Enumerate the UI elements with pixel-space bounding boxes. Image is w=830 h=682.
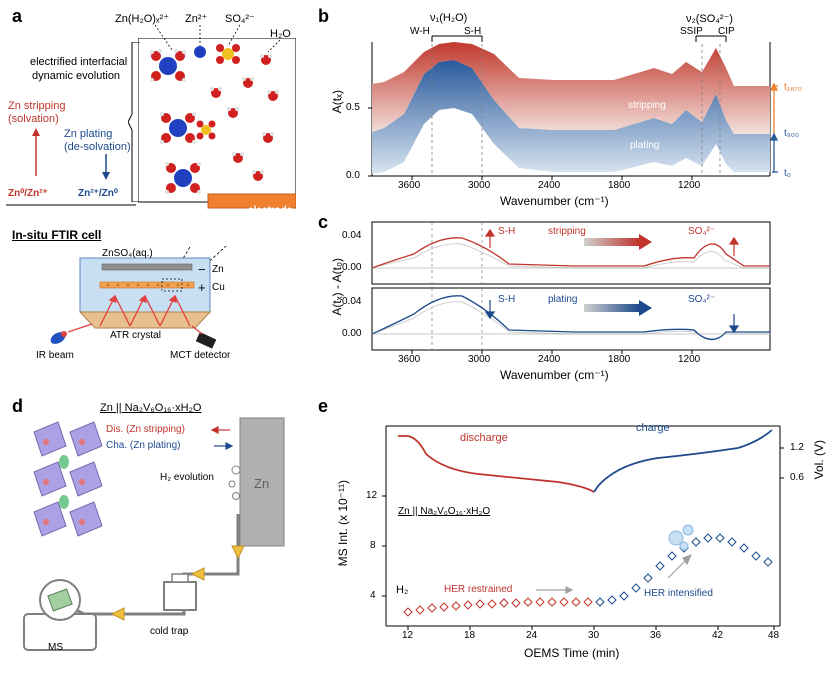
c-x1: 3000 — [468, 354, 490, 365]
c-stripping: stripping — [548, 226, 586, 237]
e-her-r: HER restrained — [444, 584, 512, 595]
panel-c-label: c — [318, 212, 328, 233]
label-minus: − — [198, 262, 206, 277]
panel-e-chart-svg — [358, 408, 808, 658]
e-y2: 12 — [366, 490, 377, 501]
panel-b-chart-svg — [354, 14, 790, 200]
c-sh-bot: S-H — [498, 294, 515, 305]
d-ms: MS — [48, 642, 63, 653]
e-y1: 8 — [370, 540, 376, 551]
e-y2t1: 1.2 — [790, 442, 804, 453]
label-wh: W-H — [410, 26, 430, 37]
label-atr: ATR crystal — [110, 330, 161, 341]
d-h2: H₂ evolution — [160, 472, 214, 483]
label-znso4: ZnSO₄(aq.) — [102, 248, 153, 259]
label-t1870: t₁₈₇₀ — [784, 82, 802, 93]
c-yb1: 0.04 — [342, 296, 361, 307]
e-x1: 18 — [464, 630, 475, 641]
b-x0: 3600 — [398, 180, 420, 191]
e-ylabel: MS Int. (x 10⁻¹¹) — [336, 480, 350, 566]
d-coldtrap: cold trap — [150, 626, 188, 637]
b-x4: 1200 — [678, 180, 700, 191]
stripping-arrow-svg — [26, 126, 46, 186]
c-yb0: 0.00 — [342, 328, 361, 339]
c-x0: 3600 — [398, 354, 420, 365]
panel-e-label: e — [318, 396, 328, 417]
label-stripping-b: stripping — [628, 100, 666, 111]
label-solvation: (solvation) — [8, 113, 59, 125]
molecular-cluster-svg — [138, 38, 296, 214]
label-b-ylabel: A(tₓ) — [330, 90, 344, 113]
label-c-xlabel: Wavenumber (cm⁻¹) — [500, 368, 609, 382]
label-plating-b: plating — [630, 140, 659, 151]
e-x4: 36 — [650, 630, 661, 641]
label-zn-cell: Zn — [212, 264, 224, 275]
e-discharge: discharge — [460, 432, 508, 444]
label-t0: t₀ — [784, 168, 791, 179]
e-y2label: Vol. (V) — [812, 440, 826, 479]
label-electrified2: dynamic evolution — [32, 70, 120, 82]
e-y0: 4 — [370, 590, 376, 601]
panel-a-label: a — [12, 6, 22, 27]
c-plating: plating — [548, 294, 577, 305]
plating-arrow-svg — [96, 152, 116, 184]
b-y1: 0.5 — [346, 102, 360, 113]
e-cell: Zn || Na₂V₆O₁₆·xH₂O — [398, 506, 490, 517]
b-x1: 3000 — [468, 180, 490, 191]
d-title: Zn || Na₂V₆O₁₆·xH₂O — [100, 402, 201, 414]
e-x5: 42 — [712, 630, 723, 641]
e-y2t0: 0.6 — [790, 472, 804, 483]
c-x3: 1800 — [608, 354, 630, 365]
label-nu1: ν₁(H₂O) — [430, 12, 467, 24]
label-t900: t₉₀₀ — [784, 128, 799, 139]
label-cip: CIP — [718, 26, 735, 37]
label-nu2: ν₂(SO₄²⁻) — [686, 12, 733, 25]
label-plus: + — [198, 280, 206, 295]
baseline-svg — [6, 200, 136, 210]
e-x0: 12 — [402, 630, 413, 641]
label-ssip: SSIP — [680, 26, 703, 37]
c-so4-top: SO₄²⁻ — [688, 226, 715, 237]
b-y0: 0.0 — [346, 170, 360, 181]
c-so4-bot: SO₄²⁻ — [688, 294, 715, 305]
b-x3: 1800 — [608, 180, 630, 191]
label-mct: MCT detector — [170, 350, 230, 361]
panel-b-label: b — [318, 6, 329, 27]
label-b-xlabel: Wavenumber (cm⁻¹) — [500, 194, 609, 208]
label-zn-stripping: Zn stripping — [8, 100, 65, 112]
label-electrified1: electrified interfacial — [30, 56, 127, 68]
label-zn0zn2-down: Zn²⁺/Zn⁰ — [78, 188, 118, 199]
c-yt0: 0.00 — [342, 262, 361, 273]
e-x6: 48 — [768, 630, 779, 641]
label-sh: S-H — [464, 26, 481, 37]
e-x2: 24 — [526, 630, 537, 641]
b-x2: 2400 — [538, 180, 560, 191]
d-zn: Zn — [254, 476, 269, 491]
c-yt1: 0.04 — [342, 230, 361, 241]
e-h2: H₂ — [396, 584, 408, 596]
c-x4: 1200 — [678, 354, 700, 365]
label-zn0zn2-up: Zn⁰/Zn²⁺ — [8, 188, 48, 199]
label-ftir-title: In-situ FTIR cell — [12, 228, 101, 242]
c-sh-top: S-H — [498, 226, 515, 237]
e-charge: charge — [636, 422, 670, 434]
e-x3: 30 — [588, 630, 599, 641]
label-electrode: electrode — [248, 205, 292, 216]
e-her-i: HER intensified — [644, 588, 713, 599]
label-zn-plating: Zn plating — [64, 128, 112, 140]
e-xlabel: OEMS Time (min) — [524, 646, 619, 660]
bracket-svg — [128, 42, 142, 202]
label-ir: IR beam — [36, 350, 74, 361]
label-cu-cell: Cu — [212, 282, 225, 293]
c-x2: 2400 — [538, 354, 560, 365]
